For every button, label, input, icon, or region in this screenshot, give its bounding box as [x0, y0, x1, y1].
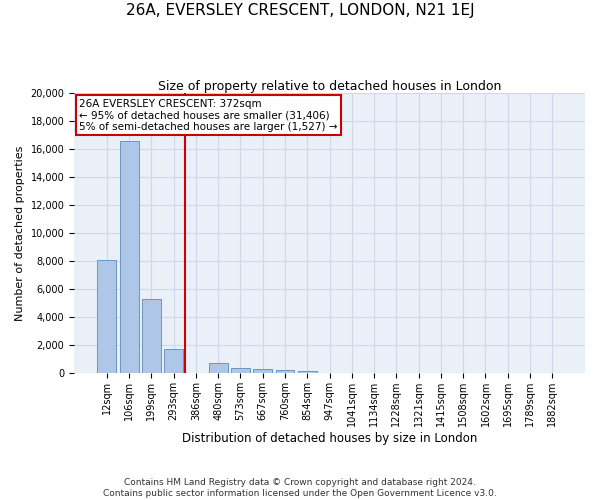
- Bar: [97, 260, 116, 374]
- Y-axis label: Number of detached properties: Number of detached properties: [15, 146, 25, 321]
- Bar: [142, 299, 161, 374]
- Bar: [231, 368, 250, 374]
- X-axis label: Distribution of detached houses by size in London: Distribution of detached houses by size …: [182, 432, 477, 445]
- Text: 26A, EVERSLEY CRESCENT, LONDON, N21 1EJ: 26A, EVERSLEY CRESCENT, LONDON, N21 1EJ: [125, 2, 475, 18]
- Bar: [119, 140, 139, 374]
- Text: Contains HM Land Registry data © Crown copyright and database right 2024.
Contai: Contains HM Land Registry data © Crown c…: [103, 478, 497, 498]
- Bar: [253, 369, 272, 374]
- Bar: [275, 370, 295, 374]
- Bar: [209, 364, 227, 374]
- Title: Size of property relative to detached houses in London: Size of property relative to detached ho…: [158, 80, 501, 93]
- Bar: [164, 349, 183, 374]
- Text: 26A EVERSLEY CRESCENT: 372sqm
← 95% of detached houses are smaller (31,406)
5% o: 26A EVERSLEY CRESCENT: 372sqm ← 95% of d…: [79, 98, 338, 132]
- Bar: [298, 370, 317, 374]
